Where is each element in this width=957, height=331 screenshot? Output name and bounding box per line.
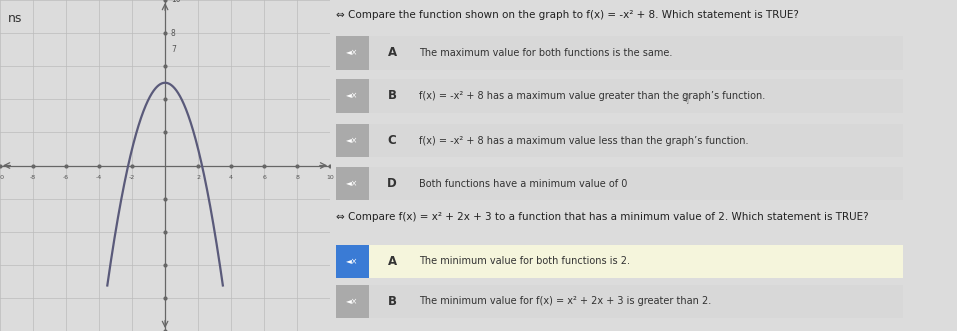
Bar (336, 36, 902, 70)
Text: 8: 8 (295, 175, 300, 180)
Text: ◄×: ◄× (346, 48, 359, 58)
Text: A: A (388, 46, 397, 60)
Text: 7: 7 (171, 45, 176, 54)
Text: 6: 6 (262, 175, 266, 180)
Bar (336, 124, 902, 157)
Text: -8: -8 (30, 175, 36, 180)
Bar (336, 124, 368, 157)
Text: Both functions have a minimum value of 0: Both functions have a minimum value of 0 (419, 179, 627, 189)
Text: 4: 4 (229, 175, 234, 180)
Bar (336, 36, 368, 70)
Text: ⇔ Compare the function shown on the graph to f(x) = -x² + 8. Which statement is : ⇔ Compare the function shown on the grap… (336, 10, 799, 20)
Text: ◄×: ◄× (346, 136, 359, 145)
Bar (336, 167, 902, 200)
Text: ◄×: ◄× (346, 297, 359, 306)
Text: A: A (388, 255, 397, 268)
Text: ⇔ Compare f(x) = x² + 2x + 3 to a function that has a minimum value of 2. Which : ⇔ Compare f(x) = x² + 2x + 3 to a functi… (336, 212, 869, 222)
Bar (336, 285, 368, 318)
Text: ☟: ☟ (680, 94, 688, 108)
Bar (336, 245, 368, 278)
Text: 10: 10 (326, 175, 334, 180)
Text: C: C (388, 134, 396, 147)
Text: -10: -10 (0, 175, 5, 180)
Text: B: B (388, 89, 396, 103)
Text: -6: -6 (63, 175, 69, 180)
Text: ◄×: ◄× (346, 91, 359, 101)
Text: 2: 2 (196, 175, 200, 180)
Text: ns: ns (9, 12, 23, 24)
Bar (336, 245, 902, 278)
Bar (336, 79, 902, 113)
Text: f(x) = -x² + 8 has a maximum value greater than the graph’s function.: f(x) = -x² + 8 has a maximum value great… (419, 91, 765, 101)
Text: f(x) = -x² + 8 has a maximum value less than the graph’s function.: f(x) = -x² + 8 has a maximum value less … (419, 136, 748, 146)
Bar (336, 285, 902, 318)
Text: B: B (388, 295, 396, 308)
Bar (336, 79, 368, 113)
Text: The minimum value for f(x) = x² + 2x + 3 is greater than 2.: The minimum value for f(x) = x² + 2x + 3… (419, 296, 711, 306)
Text: 10: 10 (171, 0, 181, 5)
Text: ◄×: ◄× (346, 257, 359, 266)
Text: 8: 8 (171, 28, 176, 38)
Text: D: D (388, 177, 397, 190)
Text: -4: -4 (96, 175, 102, 180)
Bar (336, 167, 368, 200)
Text: ◄×: ◄× (346, 179, 359, 188)
Text: The maximum value for both functions is the same.: The maximum value for both functions is … (419, 48, 672, 58)
Text: -2: -2 (129, 175, 135, 180)
Text: The minimum value for both functions is 2.: The minimum value for both functions is … (419, 257, 630, 266)
